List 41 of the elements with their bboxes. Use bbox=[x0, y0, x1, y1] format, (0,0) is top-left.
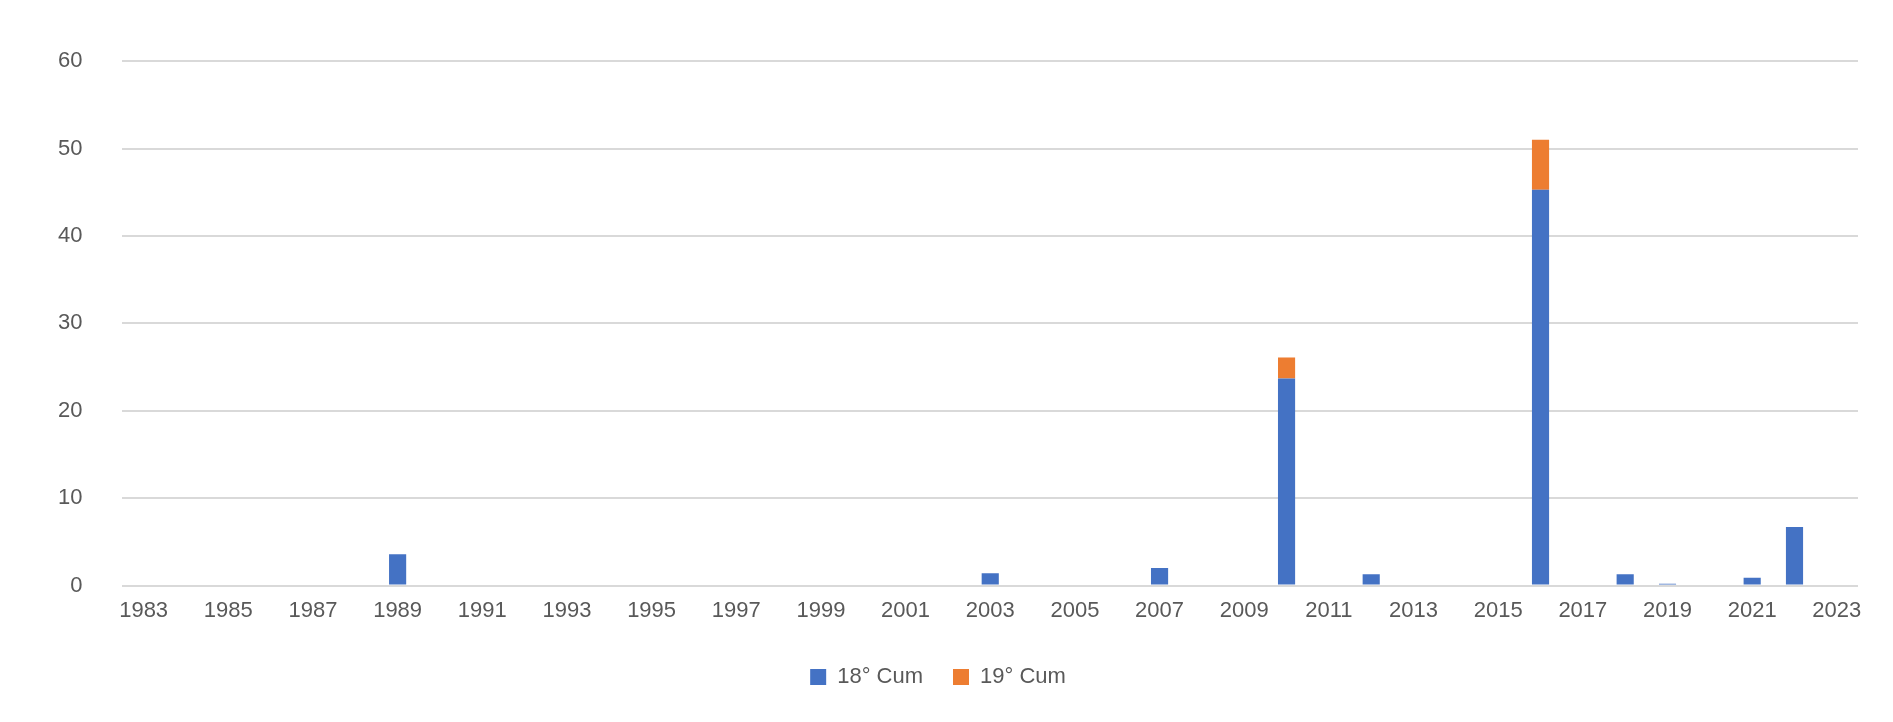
bar bbox=[1743, 577, 1761, 585]
y-tick-label: 30 bbox=[57, 309, 83, 335]
x-tick-label: 1989 bbox=[373, 596, 423, 622]
x-tick-label: 1995 bbox=[627, 596, 677, 622]
legend-label: 19° Cum bbox=[980, 663, 1066, 689]
bar bbox=[389, 554, 407, 585]
y-tick-label: 50 bbox=[57, 134, 83, 160]
bar bbox=[1531, 189, 1550, 585]
x-tick-label: 1999 bbox=[796, 596, 846, 622]
x-tick-label: 1993 bbox=[542, 596, 592, 622]
x-tick-label: 2021 bbox=[1727, 596, 1777, 622]
bar bbox=[1150, 568, 1169, 585]
bar bbox=[981, 573, 999, 585]
x-tick-label: 2007 bbox=[1135, 596, 1185, 622]
bar bbox=[1277, 378, 1296, 585]
x-tick-label: 1987 bbox=[288, 596, 338, 622]
y-tick-label: 40 bbox=[57, 222, 83, 248]
y-tick-label: 20 bbox=[57, 396, 83, 422]
bar bbox=[1785, 527, 1804, 585]
bar bbox=[1531, 139, 1550, 190]
x-tick-label: 2013 bbox=[1389, 596, 1439, 622]
y-tick-label: 0 bbox=[70, 571, 83, 597]
x-tick-label: 2001 bbox=[881, 596, 931, 622]
x-tick-label: 2023 bbox=[1812, 596, 1862, 622]
x-tick-label: 2003 bbox=[965, 596, 1015, 622]
x-tick-label: 2005 bbox=[1050, 596, 1100, 622]
bar bbox=[1277, 357, 1296, 379]
bar bbox=[1362, 574, 1380, 585]
x-tick-label: 2017 bbox=[1558, 596, 1608, 622]
legend-label: 18° Cum bbox=[837, 663, 924, 689]
x-tick-label: 1985 bbox=[203, 596, 253, 622]
x-tick-label: 1997 bbox=[711, 596, 761, 622]
y-tick-label: 10 bbox=[57, 484, 83, 510]
bar bbox=[1616, 574, 1634, 585]
x-tick-label: 1991 bbox=[457, 596, 507, 622]
x-tick-label: 2015 bbox=[1473, 596, 1523, 622]
x-tick-label: 2009 bbox=[1219, 596, 1269, 622]
x-tick-label: 2011 bbox=[1305, 596, 1353, 622]
y-tick-label: 60 bbox=[57, 47, 83, 73]
x-tick-label: 1983 bbox=[119, 596, 169, 622]
x-tick-label: 2019 bbox=[1643, 596, 1692, 622]
